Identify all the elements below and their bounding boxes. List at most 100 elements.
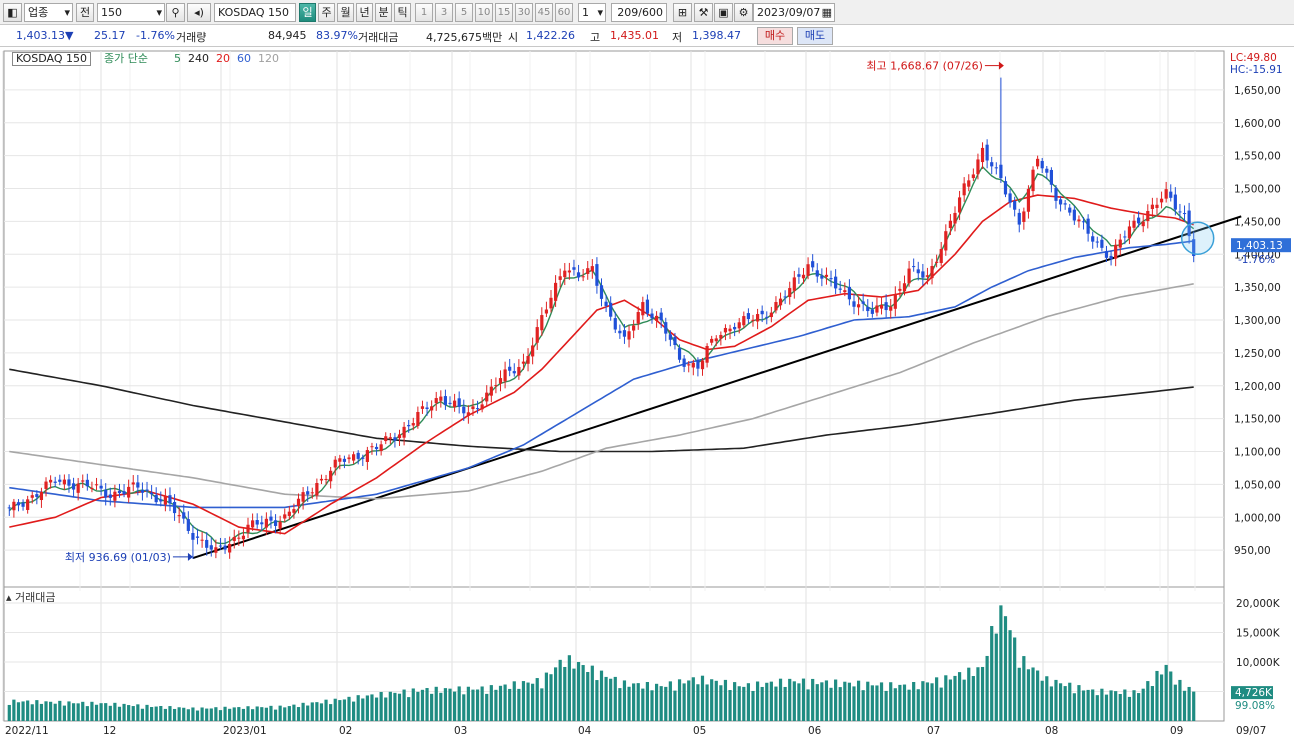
- period-button-3[interactable]: 년: [356, 3, 373, 22]
- volume-bar: [264, 707, 268, 721]
- volume-bar: [365, 695, 369, 721]
- candle-body: [586, 268, 590, 274]
- code-type-button[interactable]: 전: [76, 3, 94, 22]
- low-annotation: 최저 936.69 (01/03): [65, 551, 171, 564]
- volume-bar: [535, 678, 539, 721]
- volume-bar: [108, 705, 112, 721]
- candle-body: [815, 270, 819, 277]
- candle-body: [774, 302, 778, 311]
- volume-bar: [907, 689, 911, 721]
- candle-body: [324, 478, 328, 480]
- search-icon[interactable]: ⚲: [166, 3, 185, 22]
- candle-body: [113, 491, 117, 501]
- candle-body: [700, 360, 705, 370]
- period-button-4[interactable]: 분: [375, 3, 392, 22]
- volume-bar: [916, 689, 920, 721]
- code-input[interactable]: 150 ▾: [97, 3, 165, 22]
- candle-body: [1178, 211, 1182, 213]
- interval-button-15[interactable]: 15: [495, 3, 513, 22]
- candle-body: [677, 348, 682, 360]
- volume-bar: [159, 706, 163, 721]
- volume-bar: [962, 679, 966, 721]
- volume-bar: [783, 686, 787, 721]
- candle-body: [746, 313, 751, 320]
- volume-bar: [659, 686, 663, 721]
- candle-body: [664, 322, 668, 334]
- open-label: 시: [508, 31, 519, 44]
- volume-bar: [609, 678, 613, 721]
- save-icon[interactable]: ▣: [714, 3, 733, 22]
- volume-bar: [90, 701, 94, 721]
- interval-value-select[interactable]: 1 ▾: [578, 3, 606, 22]
- tools-icon[interactable]: ⚒: [694, 3, 713, 22]
- volume-bar: [1040, 680, 1044, 721]
- period-button-2[interactable]: 월: [337, 3, 354, 22]
- candle-body: [94, 484, 99, 486]
- interval-button-45[interactable]: 45: [535, 3, 553, 22]
- candle-body: [613, 318, 617, 330]
- candle-body: [1049, 169, 1053, 185]
- candle-body: [1095, 241, 1099, 243]
- candle-body: [315, 483, 319, 496]
- volume-bar: [843, 681, 847, 721]
- candle-body: [439, 396, 443, 401]
- volume-bar: [811, 678, 815, 721]
- volume-bar: [471, 689, 475, 721]
- candle-body: [223, 545, 227, 550]
- volume-bar: [728, 690, 732, 721]
- volume-bar: [131, 706, 135, 721]
- volume-bar: [700, 675, 705, 721]
- candle-body: [246, 524, 250, 533]
- volume-bar: [269, 705, 273, 721]
- candle-body: [769, 312, 773, 318]
- interval-button-5[interactable]: 5: [455, 3, 473, 22]
- volume-bar: [824, 680, 829, 721]
- volume-bar: [948, 679, 952, 721]
- gear-icon[interactable]: ⚙: [734, 3, 753, 22]
- interval-button-60[interactable]: 60: [555, 3, 573, 22]
- volume-bar: [751, 690, 755, 721]
- volume-bar: [39, 703, 44, 721]
- window-icon[interactable]: ◧: [3, 3, 22, 22]
- y-tick-label: 1,300,00: [1234, 315, 1281, 327]
- candle-body: [12, 501, 16, 511]
- sell-button[interactable]: 매도: [797, 27, 833, 45]
- y-tick-label: 1,350,00: [1234, 282, 1281, 294]
- high-value: 1,435.01: [610, 29, 659, 42]
- candle-body: [205, 539, 209, 548]
- interval-button-3[interactable]: 3: [435, 3, 453, 22]
- volume-bar: [209, 708, 213, 721]
- period-button-1[interactable]: 주: [318, 3, 335, 22]
- candle-body: [632, 325, 636, 331]
- volume-bar: [925, 682, 930, 721]
- speaker-icon[interactable]: ◂): [187, 3, 211, 22]
- date-input[interactable]: 2023/09/07 ▦: [753, 3, 835, 22]
- candle-body: [875, 305, 879, 313]
- low-label: 저: [672, 31, 683, 44]
- candle-body: [572, 267, 576, 270]
- candle-body: [512, 371, 516, 374]
- period-button-0[interactable]: 일: [299, 3, 316, 22]
- volume-bar: [576, 661, 581, 721]
- volume-bar: [517, 688, 521, 721]
- volume-panel-title: ▴ 거래대금: [6, 591, 56, 604]
- interval-button-10[interactable]: 10: [475, 3, 493, 22]
- volume-bar: [677, 679, 682, 721]
- chart-settings-icon[interactable]: ⊞: [673, 3, 692, 22]
- legend-ma-120: 120: [258, 52, 279, 65]
- volume-bar: [618, 688, 622, 721]
- candle-body: [85, 479, 89, 487]
- volume-bar: [834, 679, 838, 721]
- interval-button-30[interactable]: 30: [515, 3, 533, 22]
- period-button-5[interactable]: 틱: [394, 3, 411, 22]
- price-chart[interactable]: 1,650,00 1,600,00 1,550,00 1,500,00 1,450,00…: [0, 47, 1294, 739]
- volume-bar: [163, 708, 167, 721]
- interval-button-1[interactable]: 1: [415, 3, 433, 22]
- candle-body: [801, 274, 806, 279]
- x-tick-label: 07: [927, 725, 940, 737]
- volume-bar: [140, 708, 145, 721]
- volume-bar: [893, 688, 897, 721]
- market-select[interactable]: 업종 ▾: [24, 3, 73, 22]
- buy-button[interactable]: 매수: [757, 27, 793, 45]
- volume-bar: [246, 706, 250, 721]
